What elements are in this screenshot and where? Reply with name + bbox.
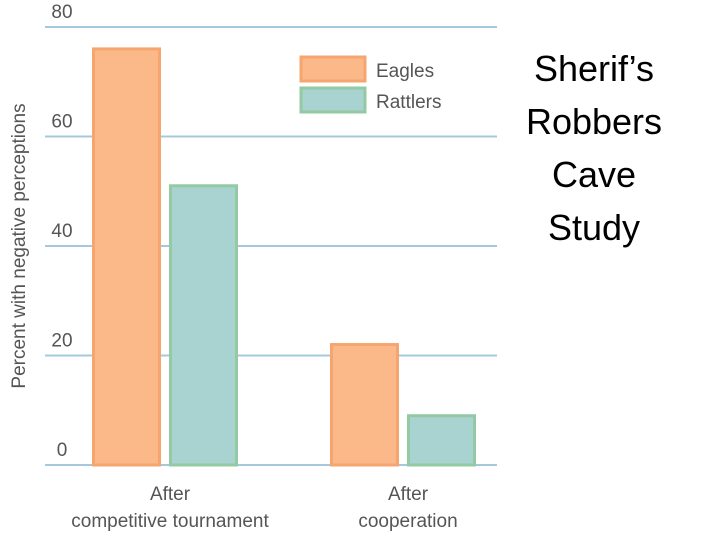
y-tick-label: 60: [51, 112, 72, 133]
chart-title: Sherif’s: [534, 48, 654, 89]
bar: [407, 414, 476, 467]
chart-title: Cave: [552, 154, 636, 195]
chart-title: Robbers: [526, 101, 662, 142]
x-tick-label: After: [388, 484, 429, 505]
y-tick-label: 20: [51, 331, 72, 352]
legend-swatch: [299, 86, 367, 114]
y-axis-label: Percent with negative perceptions: [9, 103, 30, 388]
x-tick-label: After: [150, 484, 191, 505]
bar: [330, 343, 399, 467]
legend-swatch: [299, 55, 367, 83]
legend-label: Rattlers: [376, 92, 441, 113]
x-tick-label: cooperation: [358, 511, 457, 532]
y-tick-label: 0: [57, 440, 68, 461]
y-tick-label: 40: [51, 221, 72, 242]
chart-title: Study: [548, 207, 640, 248]
legend-label: Eagles: [376, 61, 434, 82]
bar: [92, 47, 161, 467]
x-tick-label: competitive tournament: [71, 511, 269, 532]
bar: [169, 184, 238, 467]
y-tick-label: 80: [51, 2, 72, 23]
